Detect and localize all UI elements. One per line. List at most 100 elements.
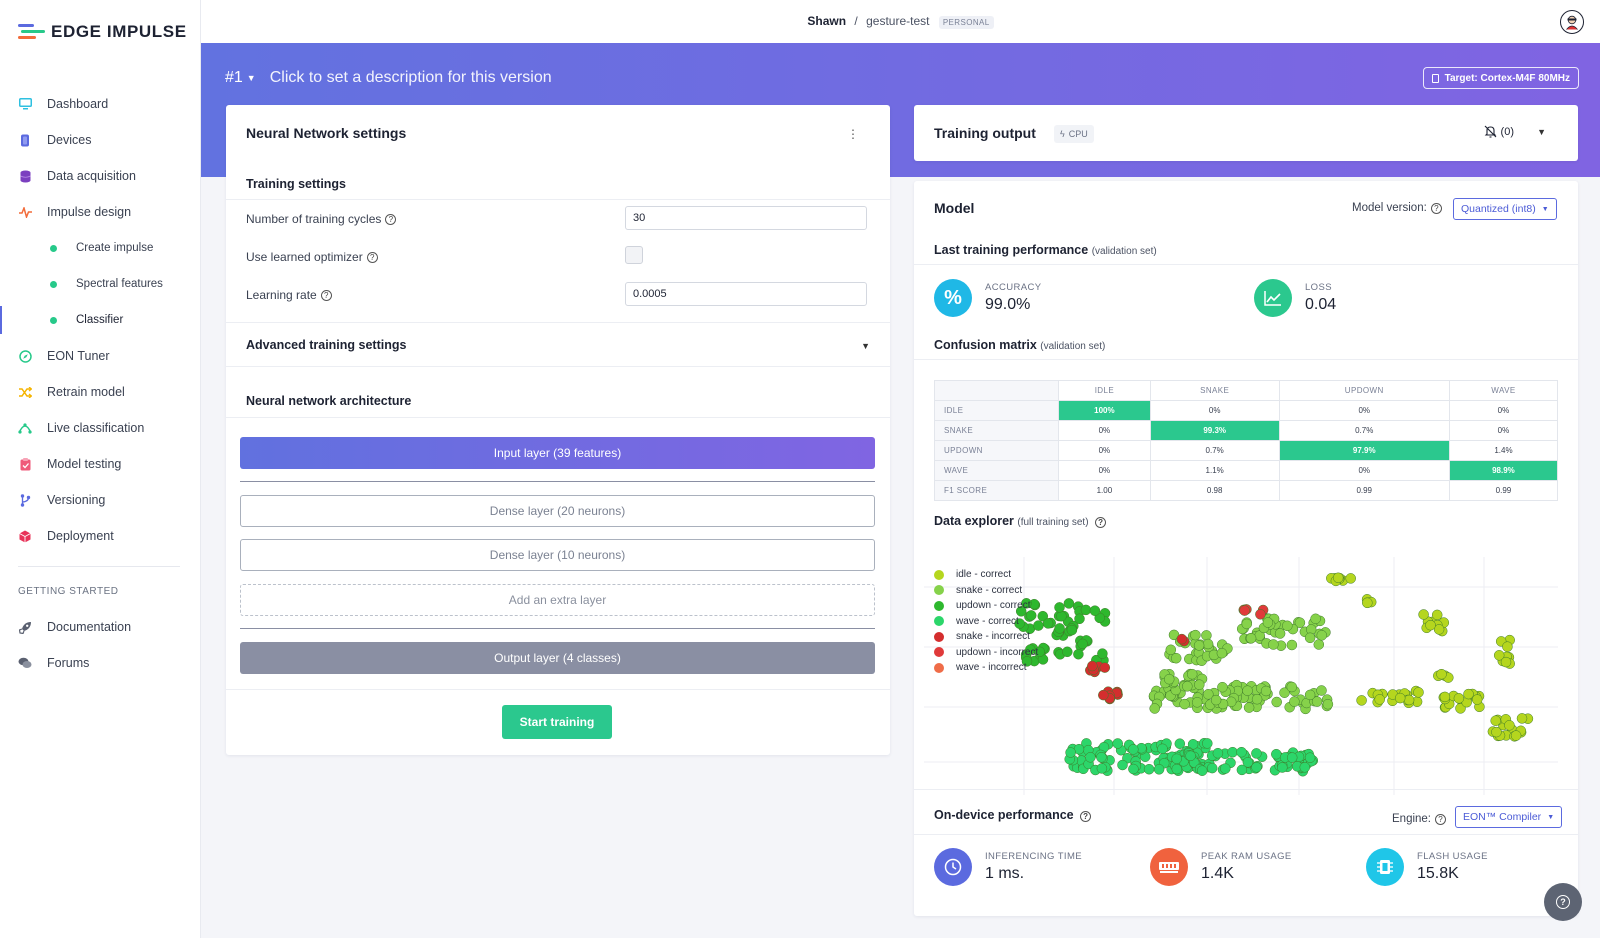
legend-item[interactable]: updown - correct: [934, 598, 1038, 614]
avatar[interactable]: [1560, 10, 1584, 34]
scatter-point[interactable]: [1289, 696, 1300, 707]
scatter-point[interactable]: [1042, 618, 1054, 629]
help-icon[interactable]: ?: [1435, 813, 1447, 825]
scatter-point[interactable]: [1054, 602, 1065, 613]
input-layer[interactable]: Input layer (39 features): [240, 437, 875, 469]
scatter-point[interactable]: [1112, 738, 1123, 749]
breadcrumb-user[interactable]: Shawn: [807, 14, 847, 28]
scatter-point[interactable]: [1179, 698, 1190, 710]
scatter-point[interactable]: [1251, 693, 1263, 705]
learned-optimizer-checkbox[interactable]: [625, 246, 643, 264]
training-cycles-input[interactable]: 30: [625, 206, 867, 230]
version-selector[interactable]: #1 ▼ Click to set a description for this…: [225, 69, 552, 87]
scatter-point[interactable]: [1502, 641, 1513, 652]
scatter-point[interactable]: [1014, 618, 1025, 629]
scatter-point[interactable]: [1174, 738, 1186, 749]
scatter-point[interactable]: [1216, 647, 1228, 659]
help-icon[interactable]: ?: [1080, 811, 1092, 822]
scatter-point[interactable]: [1054, 623, 1065, 634]
scatter-point[interactable]: [1251, 748, 1262, 759]
help-icon[interactable]: ?: [1095, 517, 1107, 528]
scatter-point[interactable]: [1201, 630, 1212, 641]
scatter-point[interactable]: [1236, 764, 1248, 776]
scatter-point[interactable]: [1374, 694, 1385, 705]
scatter-point[interactable]: [1332, 572, 1344, 584]
scatter-point[interactable]: [1316, 630, 1328, 641]
scatter-point[interactable]: [1413, 687, 1424, 698]
legend-item[interactable]: snake - incorrect: [934, 629, 1038, 645]
scatter-point[interactable]: [1227, 746, 1238, 758]
scatter-point[interactable]: [1098, 689, 1109, 701]
dense-layer-2[interactable]: Dense layer (10 neurons): [240, 539, 875, 571]
scatter-point[interactable]: [1294, 617, 1306, 628]
scatter-point[interactable]: [1203, 689, 1214, 700]
scatter-point[interactable]: [1255, 609, 1266, 620]
scatter-point[interactable]: [1074, 613, 1085, 625]
scatter-point[interactable]: [1193, 640, 1205, 651]
sidebar-item-retrain-model[interactable]: Retrain model: [0, 374, 200, 410]
scatter-point[interactable]: [1463, 688, 1474, 700]
scatter-point[interactable]: [1268, 639, 1279, 650]
scatter-point[interactable]: [1190, 629, 1201, 641]
scatter-point[interactable]: [1345, 573, 1356, 584]
scatter-point[interactable]: [1089, 605, 1101, 616]
scatter-point[interactable]: [1143, 763, 1155, 775]
scatter-point[interactable]: [1274, 628, 1286, 639]
scatter-point[interactable]: [1403, 694, 1415, 706]
scatter-point[interactable]: [1062, 646, 1073, 658]
legend-item[interactable]: updown - incorrect: [934, 645, 1038, 661]
scatter-point[interactable]: [1282, 620, 1293, 632]
scatter-point[interactable]: [1170, 652, 1182, 664]
scatter-point[interactable]: [1299, 762, 1311, 773]
sidebar-item-classifier[interactable]: Classifier: [0, 302, 200, 338]
scatter-point[interactable]: [1394, 692, 1406, 704]
scatter-point[interactable]: [1085, 752, 1096, 763]
scatter-point[interactable]: [1322, 698, 1334, 710]
breadcrumb-project[interactable]: gesture-test: [866, 14, 930, 28]
scatter-point[interactable]: [1516, 713, 1528, 724]
scatter-point[interactable]: [1236, 746, 1247, 758]
sidebar-item-eon-tuner[interactable]: EON Tuner: [0, 338, 200, 374]
sidebar-item-model-testing[interactable]: Model testing: [0, 446, 200, 482]
scatter-point[interactable]: [1185, 750, 1196, 762]
scatter-point[interactable]: [1425, 619, 1436, 631]
scatter-point[interactable]: [1021, 598, 1032, 609]
scatter-point[interactable]: [1171, 753, 1182, 765]
dense-layer-1[interactable]: Dense layer (20 neurons): [240, 495, 875, 527]
scatter-point[interactable]: [1182, 681, 1193, 692]
scatter-point[interactable]: [1196, 765, 1208, 776]
scatter-point[interactable]: [1194, 679, 1205, 690]
scatter-point[interactable]: [1171, 763, 1183, 775]
scatter-point[interactable]: [1313, 639, 1325, 650]
help-icon[interactable]: ?: [1430, 202, 1442, 214]
scatter-point[interactable]: [1311, 696, 1323, 707]
scatter-point[interactable]: [1439, 691, 1451, 703]
sidebar-item-forums[interactable]: Forums: [0, 645, 200, 681]
scatter-point[interactable]: [1157, 743, 1168, 755]
scatter-point[interactable]: [1245, 633, 1257, 644]
scatter-point[interactable]: [1210, 694, 1222, 706]
caret-down-icon[interactable]: ▼: [861, 341, 870, 351]
legend-item[interactable]: snake - correct: [934, 583, 1038, 599]
sidebar-item-create-impulse[interactable]: Create impulse: [0, 230, 200, 266]
scatter-point[interactable]: [1241, 618, 1253, 630]
scatter-point[interactable]: [1436, 668, 1447, 680]
scatter-point[interactable]: [1033, 620, 1044, 631]
scatter-point[interactable]: [1217, 681, 1228, 693]
scatter-point[interactable]: [1037, 610, 1049, 622]
scatter-point[interactable]: [1490, 715, 1501, 726]
legend-item[interactable]: wave - correct: [934, 614, 1038, 630]
scatter-point[interactable]: [1202, 638, 1214, 650]
more-options-icon[interactable]: ⋮: [847, 127, 859, 141]
scatter-point[interactable]: [1087, 660, 1098, 672]
scatter-point[interactable]: [1191, 697, 1203, 708]
legend-item[interactable]: idle - correct: [934, 567, 1038, 583]
scatter-point[interactable]: [1242, 757, 1254, 768]
help-icon[interactable]: ?: [366, 251, 378, 263]
scatter-point[interactable]: [1310, 613, 1321, 625]
help-button[interactable]: ?: [1544, 883, 1582, 921]
sidebar-item-impulse-design[interactable]: Impulse design: [0, 194, 200, 230]
scatter-point[interactable]: [1277, 762, 1288, 773]
scatter-point[interactable]: [1153, 764, 1165, 775]
scatter-point[interactable]: [1202, 738, 1213, 749]
